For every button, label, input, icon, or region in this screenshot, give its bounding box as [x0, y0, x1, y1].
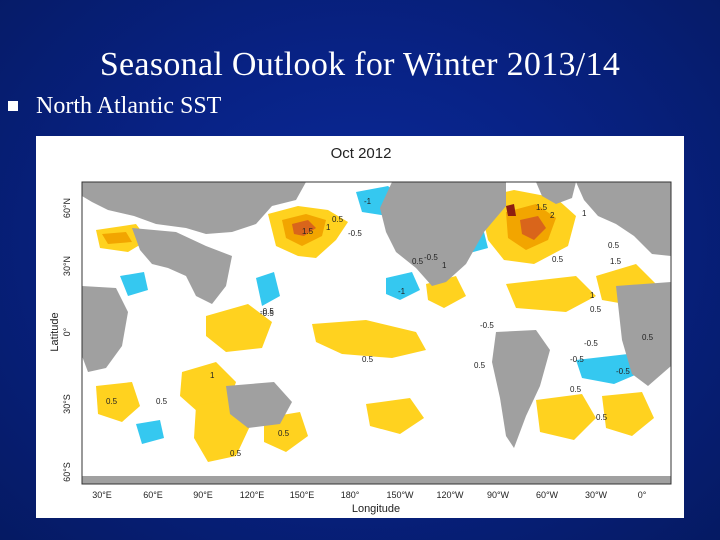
land-north-america: [380, 182, 506, 286]
x-tick-label: 30°E: [92, 490, 112, 500]
contour-label: 1: [442, 261, 447, 270]
x-tick-label: 60°W: [536, 490, 559, 500]
contour-label: 1: [582, 209, 587, 218]
land-south-america: [492, 330, 550, 448]
contour-label: -0.5: [616, 367, 630, 376]
bullet-square-icon: [8, 101, 18, 111]
slide-title: Seasonal Outlook for Winter 2013/14: [99, 46, 621, 83]
contour-label: -0.5: [424, 253, 438, 262]
x-axis: 30°E 60°E 90°E 120°E 150°E 180° 150°W 12…: [92, 490, 647, 515]
contour-label: -1: [364, 197, 372, 206]
map-panel-title: Oct 2012: [331, 145, 392, 162]
contour-label: -0.5: [260, 307, 274, 316]
bullet-item: North Atlantic SST: [8, 92, 221, 120]
y-tick-label: 30°N: [62, 256, 72, 276]
contour-label: 0.5: [332, 215, 344, 224]
warm-anomaly-patch: [312, 320, 426, 358]
land-africa-west: [616, 282, 671, 386]
contour-label: 0.5: [362, 355, 374, 364]
land-eurasia: [82, 182, 306, 234]
contour-label: -0.5: [348, 229, 362, 238]
contour-label: 1: [590, 291, 595, 300]
warm-anomaly-patch: [206, 304, 272, 352]
contour-label: 0.5: [596, 413, 608, 422]
contour-label: -0.5: [570, 355, 584, 364]
contour-label: 0.5: [552, 255, 564, 264]
map-area: [81, 181, 672, 485]
map-border: [81, 181, 672, 485]
y-tick-label: 60°S: [62, 462, 72, 482]
warm-anomaly-patch: [536, 394, 596, 440]
land-asia-south: [132, 228, 232, 304]
land-europe: [576, 182, 671, 256]
contour-label: -0.5: [260, 309, 274, 318]
x-tick-label: 180°: [341, 490, 360, 500]
contour-label: 1: [326, 223, 331, 232]
warm-anomaly-patch: [506, 204, 516, 216]
x-tick-label: 90°E: [193, 490, 213, 500]
y-tick-label: 30°S: [62, 394, 72, 414]
y-tick-label: 60°N: [62, 198, 72, 218]
contour-label: 0.5: [230, 449, 242, 458]
warm-anomaly-patch: [602, 392, 654, 436]
x-axis-label: Longitude: [352, 503, 400, 515]
contour-label: 0.5: [608, 241, 620, 250]
x-tick-label: 150°E: [290, 490, 315, 500]
warm-anomaly-regions: [96, 190, 656, 462]
contour-label: 0.5: [474, 361, 486, 370]
x-tick-label: 90°W: [487, 490, 510, 500]
contour-label: 0.5: [590, 305, 602, 314]
cool-anomaly-patch: [256, 272, 280, 306]
x-tick-label: 60°E: [143, 490, 163, 500]
warm-anomaly-patch: [366, 398, 424, 434]
x-tick-label: 30°W: [585, 490, 608, 500]
warm-anomaly-patch: [96, 382, 140, 422]
contour-label: 2: [550, 211, 555, 220]
land-antarctica: [82, 476, 671, 484]
contour-label: 0.5: [412, 257, 424, 266]
contour-label: 1.5: [302, 227, 314, 236]
cool-anomaly-patch: [576, 354, 642, 384]
contour-label: 1.5: [536, 203, 548, 212]
contour-label: 0.5: [156, 397, 168, 406]
land-australia: [226, 382, 292, 428]
land-greenland: [536, 182, 576, 204]
warm-anomaly-patch: [506, 276, 596, 312]
contour-label: 0.5: [570, 385, 582, 394]
land-masses: [82, 182, 671, 484]
contour-label: 1: [210, 371, 215, 380]
bullet-text: North Atlantic SST: [36, 92, 222, 119]
x-tick-label: 120°W: [436, 490, 464, 500]
cool-anomaly-patch: [386, 272, 420, 300]
sst-anomaly-map-figure: Oct 2012: [36, 136, 684, 518]
x-tick-label: 0°: [638, 490, 647, 500]
contour-label: 0.5: [106, 397, 118, 406]
y-axis: 60°N 30°N 0° 30°S 60°S Latitude: [49, 198, 72, 482]
land-africa: [82, 286, 128, 372]
contour-label: 1.5: [610, 257, 622, 266]
warm-anomaly-patch: [520, 216, 546, 240]
cool-anomaly-patch: [120, 272, 148, 296]
contour-label: 0.5: [278, 429, 290, 438]
contour-label: 0.5: [642, 333, 654, 342]
contour-label: -0.5: [480, 321, 494, 330]
contour-label: -1: [398, 287, 406, 296]
contour-labels: -1 1 -0.5 1.5 0.5 -0.5 -0.5 0.5 -1 -0.5 …: [106, 197, 654, 458]
warm-anomaly-patch: [292, 220, 316, 236]
x-tick-label: 120°E: [240, 490, 265, 500]
contour-label: -0.5: [584, 339, 598, 348]
warm-anomaly-patch: [180, 362, 236, 412]
y-axis-label: Latitude: [49, 312, 61, 351]
x-tick-label: 150°W: [386, 490, 414, 500]
cool-anomaly-patch: [136, 420, 164, 444]
sst-map-svg: Oct 2012: [49, 145, 672, 515]
warm-anomaly-patch: [102, 232, 132, 244]
y-tick-label: 0°: [62, 327, 72, 336]
